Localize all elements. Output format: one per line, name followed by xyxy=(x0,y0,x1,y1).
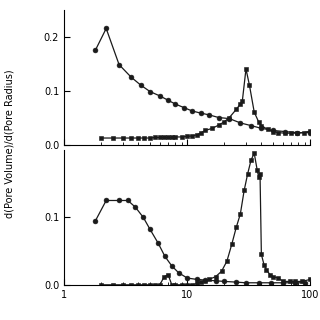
Text: d(Pore Volume)/d(Pore Radius): d(Pore Volume)/d(Pore Radius) xyxy=(4,70,15,218)
